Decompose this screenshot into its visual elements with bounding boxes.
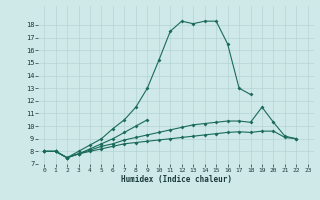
X-axis label: Humidex (Indice chaleur): Humidex (Indice chaleur) [121,175,231,184]
